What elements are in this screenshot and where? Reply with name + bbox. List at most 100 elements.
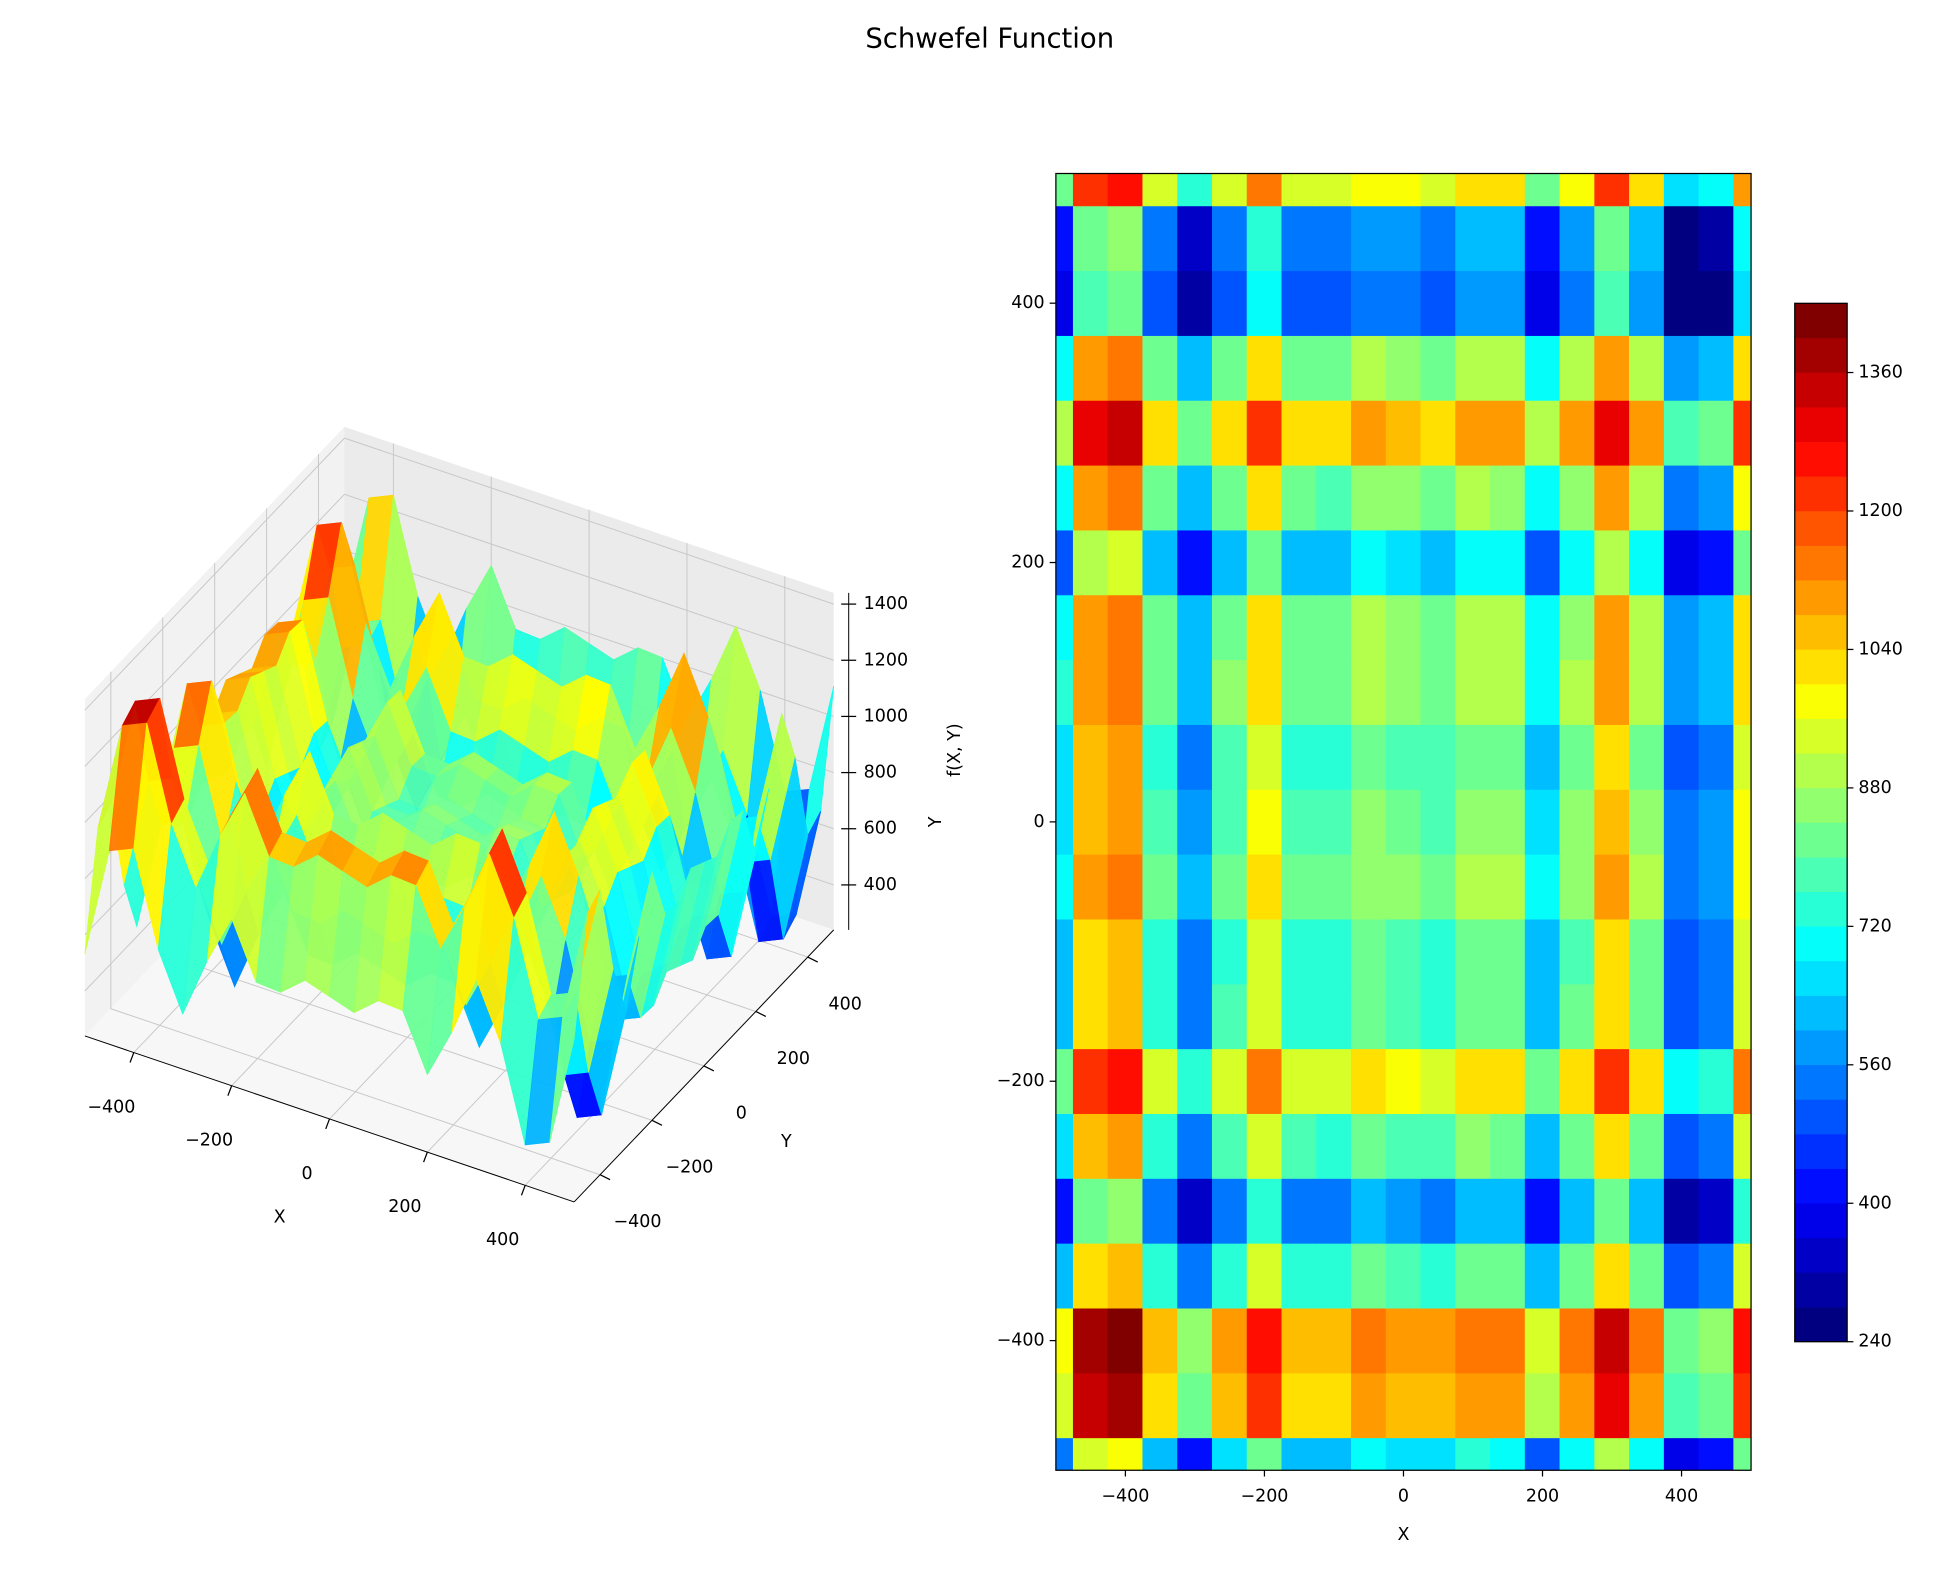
contour-cell: [1455, 1178, 1491, 1244]
contour-cell: [1211, 853, 1248, 920]
contour-cell: [1629, 400, 1665, 466]
contour-cell: [1733, 853, 1752, 920]
contour-cell: [1420, 173, 1456, 207]
contour-cell: [1351, 464, 1387, 531]
contour-cell: [1420, 1243, 1456, 1309]
contour-cell: [1559, 1113, 1595, 1179]
colorbar-band: [1794, 1099, 1848, 1135]
contour-cell: [1281, 464, 1317, 531]
contour-cell: [1524, 853, 1561, 920]
contour-cell: [1281, 1113, 1317, 1179]
contour-cell: [1211, 1243, 1248, 1309]
z-tick-label: 400: [864, 875, 897, 895]
z-tick-label: 1400: [864, 594, 908, 614]
contour-cell: [1177, 1307, 1213, 1374]
contour-cell: [1142, 173, 1178, 207]
contour-cell: [1455, 335, 1491, 401]
z-tick-label: 1000: [864, 706, 908, 726]
contour-cell: [1351, 853, 1387, 920]
contour-cell: [1246, 1243, 1283, 1309]
contour-cell: [1281, 853, 1317, 920]
contour-cell: [1490, 335, 1526, 401]
contour-cell: [1524, 270, 1561, 336]
y-axis-line: [573, 929, 835, 1203]
contour-cell: [1420, 1113, 1456, 1179]
contour-cell: [1246, 529, 1283, 596]
contour-cell: [1142, 594, 1178, 661]
contour-cell: [1142, 853, 1178, 920]
contour-cell: [1177, 659, 1213, 725]
contour-cell: [1385, 400, 1422, 466]
contour-cell: [1316, 1178, 1352, 1244]
contour-cell: [1490, 724, 1526, 790]
contour-cell: [1629, 1243, 1665, 1309]
contour-cell: [1351, 1178, 1387, 1244]
contour-cell: [1559, 1372, 1595, 1439]
contour-cell: [1072, 1437, 1109, 1471]
y-tick: [599, 1174, 611, 1181]
contour-cell: [1490, 173, 1526, 207]
contour-cell: [1072, 400, 1109, 466]
contour-cell: [1559, 594, 1595, 661]
contour-cell: [1698, 1243, 1734, 1309]
contour-cell: [1072, 173, 1109, 207]
contour-cell: [1142, 1437, 1178, 1471]
contour-cell: [1142, 1113, 1178, 1179]
contour-cell: [1107, 918, 1144, 985]
contour-cell: [1455, 853, 1491, 920]
contour-cell: [1524, 1178, 1561, 1244]
contour-cell: [1072, 1178, 1109, 1244]
contour-cell: [1524, 724, 1561, 790]
contour-cell: [1055, 173, 1074, 207]
contour-cell: [1385, 173, 1422, 207]
contour-cell: [1594, 983, 1630, 1050]
contour-cell: [1524, 1307, 1561, 1374]
contour-cell: [1524, 335, 1561, 401]
y-axis-label: Y: [926, 816, 946, 828]
contour-cell: [1177, 724, 1213, 790]
contour-cell: [1177, 1178, 1213, 1244]
contour-cell: [1142, 464, 1178, 531]
contour-cell: [1698, 529, 1734, 596]
contour-cell: [1177, 1437, 1213, 1471]
contour-cell: [1385, 335, 1422, 401]
contour-cell: [1524, 1243, 1561, 1309]
contour-cell: [1420, 724, 1456, 790]
contour-cell: [1072, 789, 1109, 855]
contour-cell: [1490, 1307, 1526, 1374]
contour-cell: [1246, 1307, 1283, 1374]
x-tick-label: 200: [1526, 1486, 1559, 1506]
contour-cell: [1524, 1113, 1561, 1179]
contour-cell: [1055, 205, 1074, 272]
contour-cell: [1385, 853, 1422, 920]
contour-cell: [1281, 270, 1317, 336]
contour-cell: [1055, 400, 1074, 466]
contour-cell: [1351, 918, 1387, 985]
contour-cell: [1142, 1243, 1178, 1309]
contour-cell: [1246, 335, 1283, 401]
contour-cell: [1629, 1048, 1665, 1114]
contour-cell: [1055, 1113, 1074, 1179]
contour-cell: [1385, 529, 1422, 596]
contour-cell: [1055, 335, 1074, 401]
y-tick: [703, 1065, 715, 1072]
contour-cell: [1455, 594, 1491, 661]
contour-cell: [1211, 789, 1248, 855]
contour-cell: [1490, 1372, 1526, 1439]
contour-cell: [1524, 400, 1561, 466]
contour-cell: [1281, 1437, 1317, 1471]
y-tick-label: 400: [1011, 293, 1044, 313]
contour-cell: [1281, 1048, 1317, 1114]
colorbar-band: [1794, 960, 1848, 996]
contour-cell: [1455, 1372, 1491, 1439]
contour-cell: [1594, 205, 1630, 272]
grid-line: [84, 493, 834, 767]
contour-cell: [1072, 1372, 1109, 1439]
contour-cell: [1177, 529, 1213, 596]
colorbar-band: [1794, 891, 1848, 927]
contour-cell: [1490, 205, 1526, 272]
contour-cell: [1316, 853, 1352, 920]
contour-cell: [1490, 853, 1526, 920]
contour-cell: [1177, 983, 1213, 1050]
